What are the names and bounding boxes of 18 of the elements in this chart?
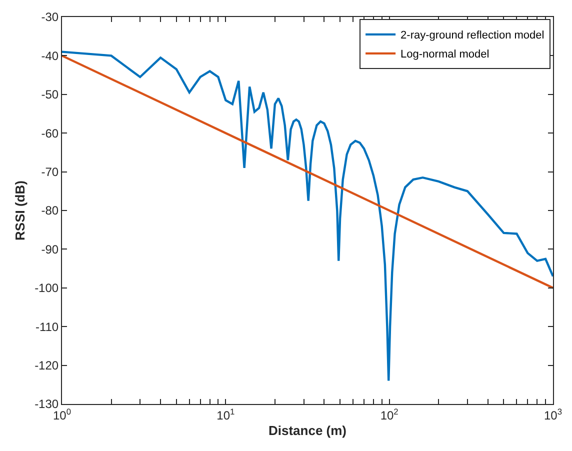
x-tick-label: 10$^{1}$ — [216, 406, 236, 422]
legend-label: Log-normal model — [400, 48, 490, 61]
legend-label: 2-ray-ground reflection model — [400, 30, 544, 42]
x-axis-title: Distance (m) — [268, 423, 347, 438]
y-tick-label: -60 — [41, 126, 59, 140]
y-tick-label: -100 — [34, 281, 59, 296]
y-tick-label: -110 — [35, 320, 59, 334]
y-tick-label: -30 — [41, 10, 59, 24]
y-tick-label: -50 — [41, 88, 59, 102]
y-axis-title: RSSI (dB) — [12, 180, 28, 240]
x-tick-label: 10$^{3}$ — [544, 406, 562, 422]
y-tick-label: -70 — [41, 165, 59, 179]
y-tick-label: -120 — [34, 358, 59, 372]
x-tick-label: 10$^{2}$ — [380, 406, 399, 422]
y-tick-label: -80 — [41, 204, 59, 218]
y-tick-label: -130 — [34, 397, 59, 412]
y-tick-label: -40 — [41, 48, 59, 63]
y-tick-label: -90 — [41, 242, 59, 256]
